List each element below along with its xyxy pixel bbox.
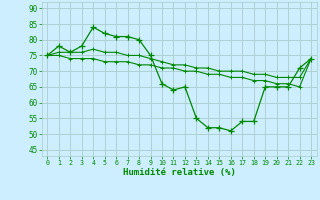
X-axis label: Humidité relative (%): Humidité relative (%) — [123, 168, 236, 177]
